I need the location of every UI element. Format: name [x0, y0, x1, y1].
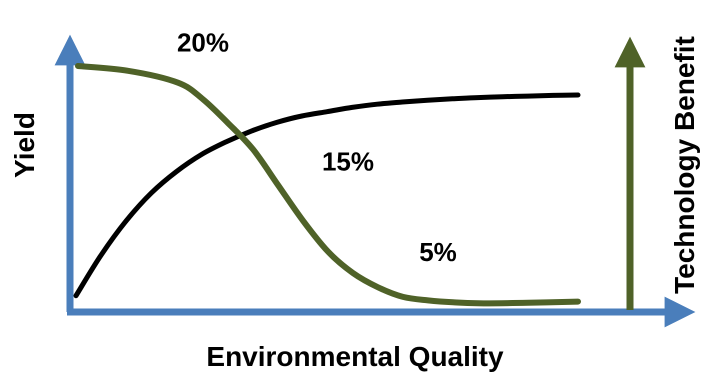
yield-curve [73, 92, 581, 299]
annotation-label: 15% [322, 147, 374, 177]
technology-benefit-curve [75, 63, 581, 307]
y-axis-label: Yield [9, 112, 40, 178]
x-axis-label: Environmental Quality [206, 341, 504, 372]
annotation-label: 5% [419, 237, 457, 267]
annotation-label: 20% [177, 28, 229, 58]
annotations: 20% 15% 5% [177, 28, 457, 268]
secondary-y-axis-label: Technology Benefit [669, 36, 700, 294]
